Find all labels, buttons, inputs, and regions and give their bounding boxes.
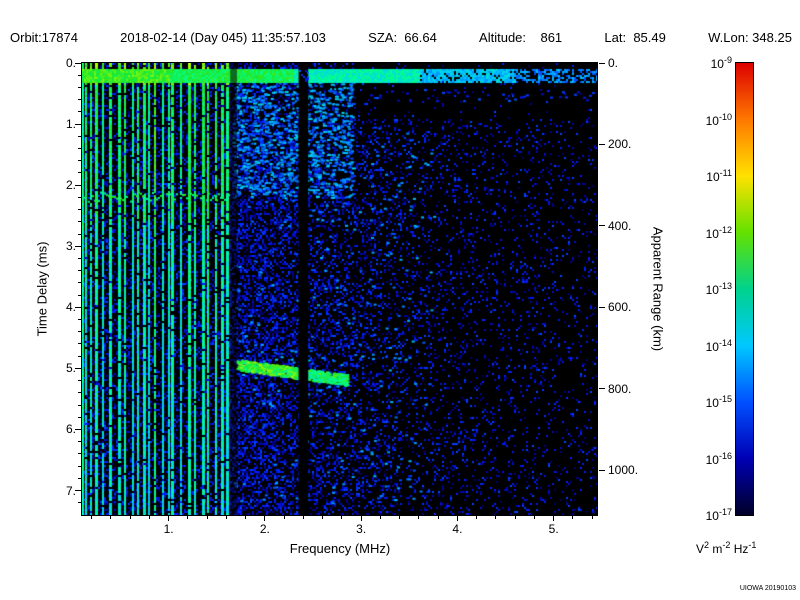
x-axis-minor-tick <box>302 516 304 519</box>
x-axis-minor-tick <box>148 516 150 519</box>
sza-label: SZA: 66.64 <box>368 30 437 45</box>
range-axis-tick-label: 400. <box>608 218 632 233</box>
colorbar-tick-label: 10-14 <box>705 337 732 354</box>
x-axis-minor-tick <box>495 516 497 519</box>
colorbar-tick-label: 10-9 <box>710 55 732 71</box>
x-axis-minor-tick <box>572 516 574 519</box>
west-longitude-label: W.Lon: 348.25 <box>708 30 792 45</box>
colorbar-gradient <box>736 63 753 515</box>
colorbar-units: V2 m-2 Hz-1 <box>696 540 757 556</box>
colorbar-exponent: -10 <box>718 111 732 122</box>
x-axis-minor-tick <box>225 516 227 519</box>
altitude-label: Altitude: 861 <box>479 30 563 45</box>
x-axis-tick-label: 3. <box>356 522 367 536</box>
x-axis-minor-tick <box>514 516 516 519</box>
range-axis-tick-label: 0. <box>608 56 619 70</box>
units-exponent: -2 <box>722 540 731 550</box>
x-axis-minor-tick <box>187 516 189 519</box>
y-axis-tick-label: 0. <box>65 56 76 70</box>
x-axis-tick-label: 1. <box>163 522 174 536</box>
y-axis-label-left: Time Delay (ms) <box>34 241 50 337</box>
colorbar-tick-label: 10-10 <box>705 111 732 128</box>
units-exponent: 2 <box>704 540 710 550</box>
plot-frame <box>81 62 598 516</box>
range-axis-tick <box>599 469 605 471</box>
x-axis-minor-tick <box>91 516 93 519</box>
x-axis-minor-tick <box>399 516 401 519</box>
y-axis-tick-label: 3. <box>65 239 76 254</box>
range-axis-tick <box>599 225 605 227</box>
x-axis-minor-tick <box>437 516 439 519</box>
x-axis-minor-tick <box>379 516 381 519</box>
x-axis-tick <box>360 516 362 521</box>
y-axis-label-right: Apparent Range (km) <box>650 226 666 352</box>
x-axis-minor-tick <box>129 516 131 519</box>
colorbar-exponent: -16 <box>718 450 732 461</box>
x-axis-tick <box>553 516 555 521</box>
x-axis-minor-tick <box>476 516 478 519</box>
x-axis-minor-tick <box>322 516 324 519</box>
x-axis-tick-label: 5. <box>548 522 559 536</box>
y-axis-tick-label: 7. <box>65 483 76 498</box>
colorbar-tick-label: 10-15 <box>705 394 732 410</box>
colorbar-tick-label: 10-16 <box>705 450 732 467</box>
x-axis-tick <box>168 516 170 521</box>
y-axis-tick-label: 5. <box>65 361 76 376</box>
x-axis-minor-tick <box>245 516 247 519</box>
x-axis-minor-tick <box>206 516 208 519</box>
y-axis-tick-label: 1. <box>65 117 76 132</box>
y-axis-tick-label: 4. <box>65 300 76 315</box>
range-axis-tick-label: 800. <box>608 381 632 396</box>
range-axis-tick-label: 1000. <box>608 463 639 478</box>
x-axis-minor-tick <box>533 516 535 519</box>
x-axis-tick-label: 4. <box>452 522 463 536</box>
colorbar-exponent: -11 <box>719 168 732 178</box>
colorbar-tick-label: 10-12 <box>705 224 732 241</box>
x-axis-minor-tick <box>283 516 285 519</box>
range-axis-tick <box>599 143 605 145</box>
x-axis-tick <box>456 516 458 521</box>
x-axis-tick <box>264 516 266 521</box>
units-exponent: -1 <box>748 540 757 550</box>
x-axis-minor-tick <box>418 516 420 519</box>
x-axis-minor-tick <box>110 516 112 519</box>
y-axis-tick-label: 6. <box>65 422 76 437</box>
colorbar-exponent: -15 <box>718 394 732 404</box>
header-info: Orbit:17874 2018-02-14 (Day 045) 11:35:5… <box>10 30 792 45</box>
range-axis-tick <box>599 62 605 64</box>
spectrogram-canvas <box>82 63 597 515</box>
x-axis-minor-tick <box>591 516 593 519</box>
latitude-label: Lat: 85.49 <box>604 30 666 45</box>
range-axis-tick-label: 600. <box>608 300 632 315</box>
y-axis-tick-label: 2. <box>65 178 76 193</box>
colorbar <box>735 62 754 516</box>
colorbar-exponent: -9 <box>723 55 732 65</box>
range-axis-tick <box>599 388 605 390</box>
colorbar-exponent: -14 <box>718 337 732 348</box>
x-axis-label: Frequency (MHz) <box>289 541 391 556</box>
colorbar-tick-label: 10-17 <box>705 507 732 523</box>
range-axis-tick <box>599 306 605 308</box>
range-axis-tick-label: 200. <box>608 137 632 152</box>
datetime-label: 2018-02-14 (Day 045) 11:35:57.103 <box>120 30 326 45</box>
colorbar-exponent: -17 <box>718 507 732 517</box>
credit-text: UIOWA 20190103 <box>739 585 796 592</box>
colorbar-tick-label: 10-11 <box>706 168 732 184</box>
orbit-label: Orbit:17874 <box>10 30 78 45</box>
x-axis-tick-label: 2. <box>259 522 270 536</box>
colorbar-exponent: -13 <box>718 281 732 291</box>
colorbar-tick-label: 10-13 <box>705 281 732 297</box>
colorbar-exponent: -12 <box>718 224 732 235</box>
x-axis-minor-tick <box>341 516 343 519</box>
